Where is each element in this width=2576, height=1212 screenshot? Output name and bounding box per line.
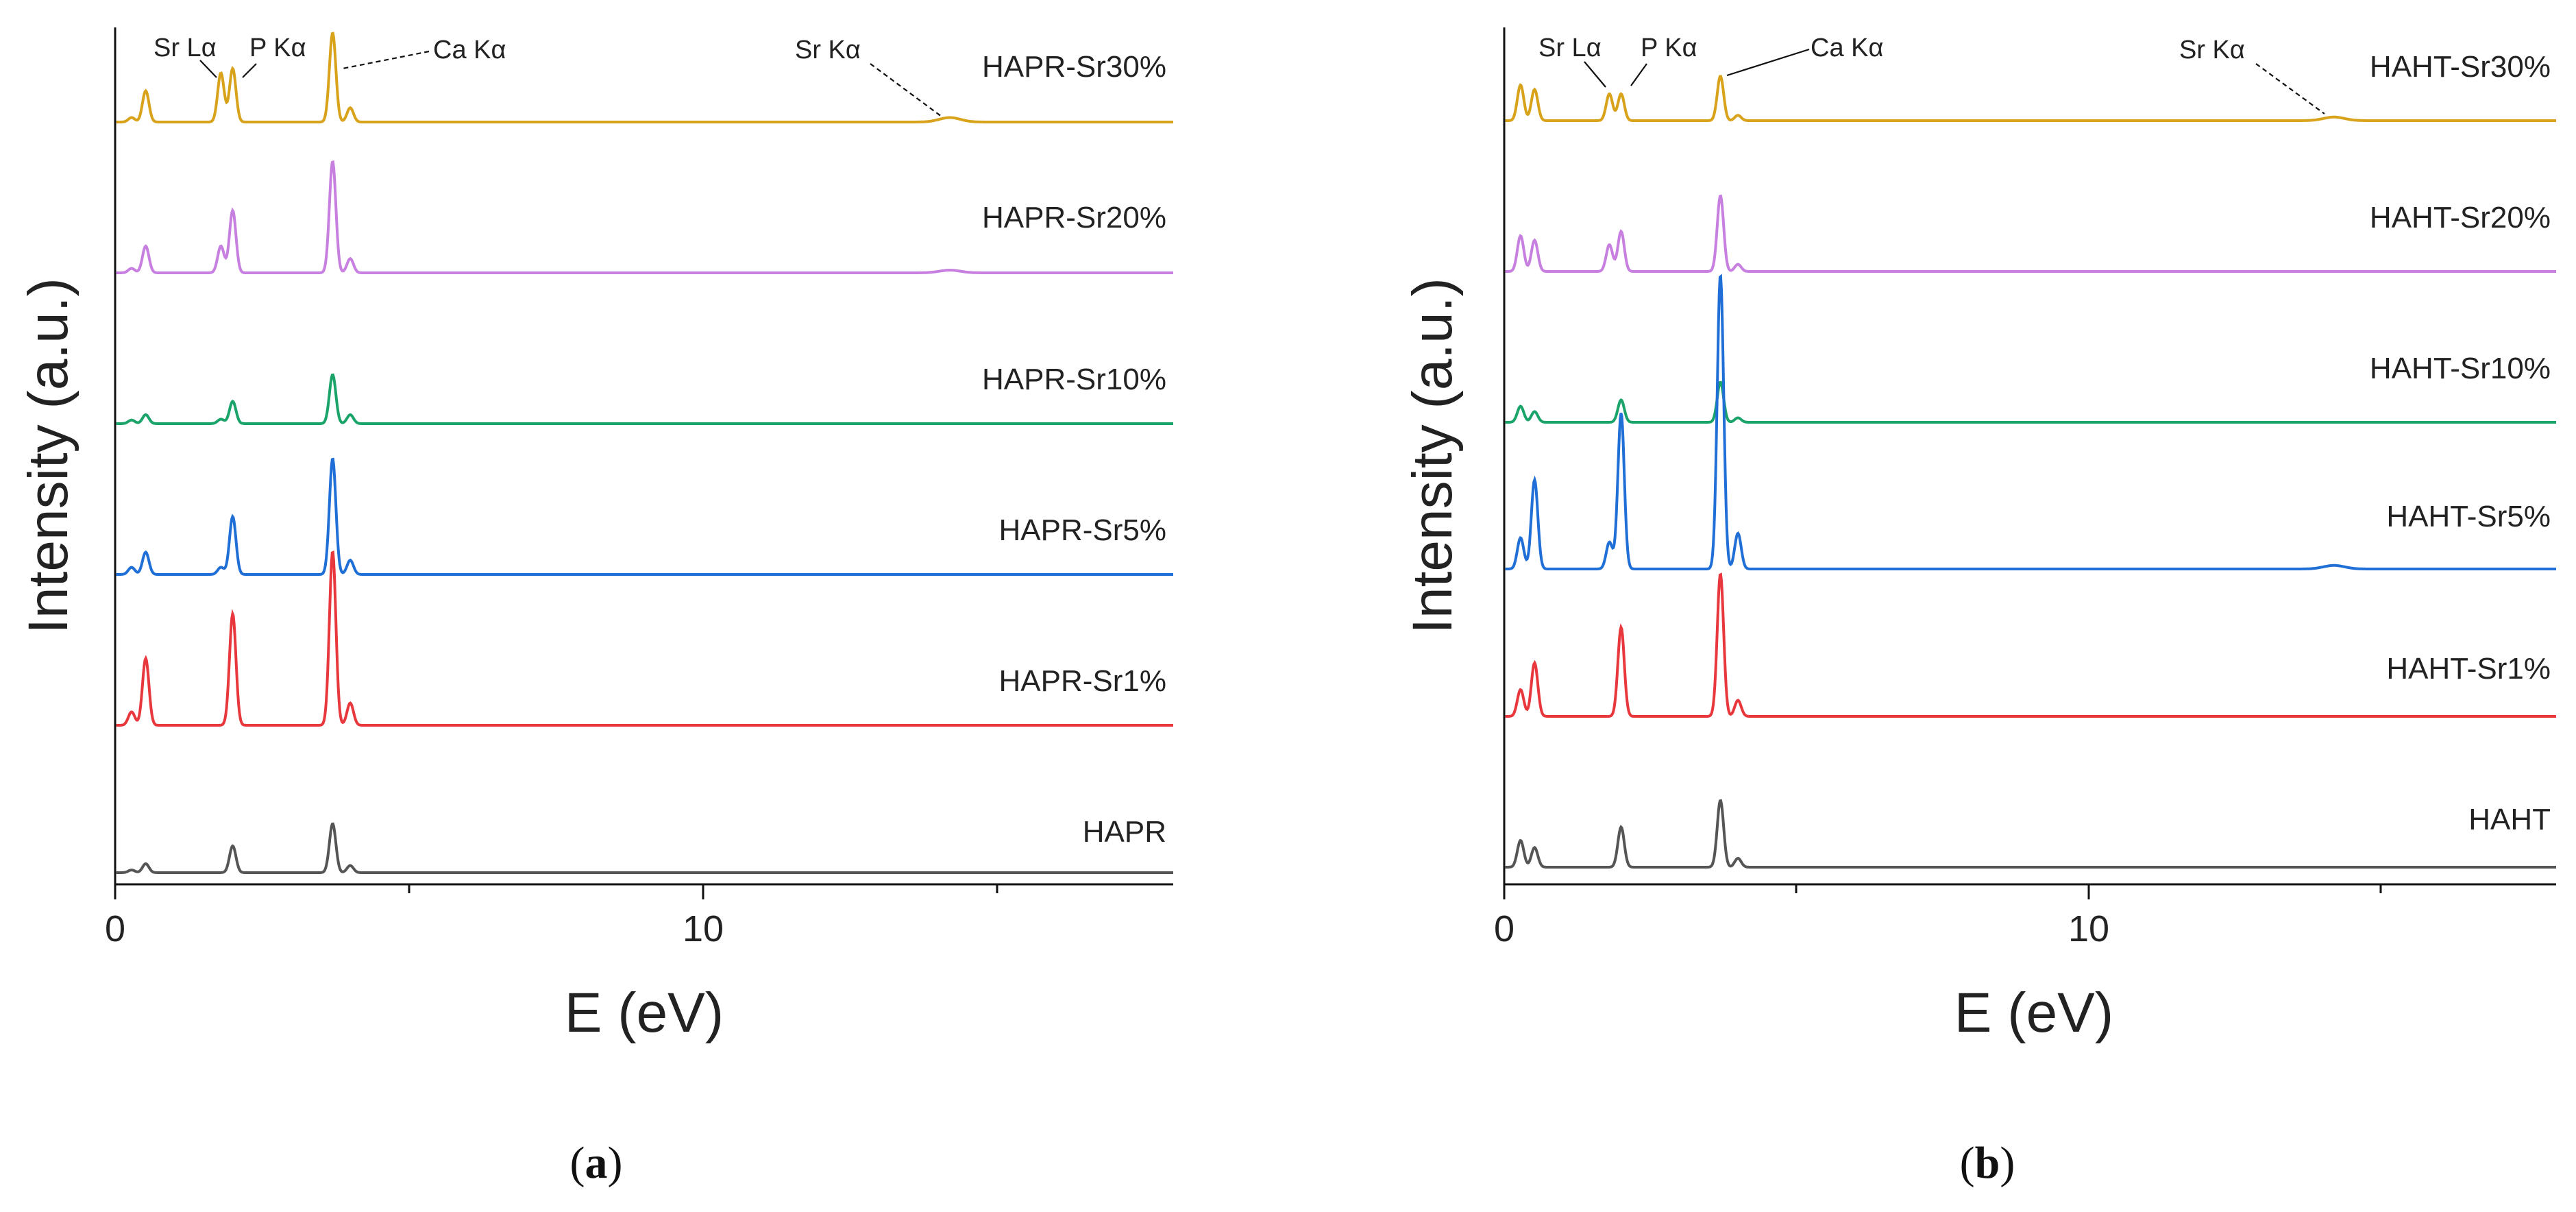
panel-b-arrow-sr-la [1584, 61, 1606, 88]
panel-b: 0 10 E (eV) Intensity (a.u.) HAHT-Sr30% … [1401, 27, 2556, 1188]
panel-b-arrow-p-ka [1630, 63, 1647, 86]
panel-a-arrow-sr-la [199, 60, 217, 78]
panel-a-series-line-hapr-sr20 [116, 160, 1173, 274]
panel-b-series-line-haht-sr20 [1505, 194, 2556, 273]
panel-a-y-axis-label: Intensity (a.u.) [17, 278, 79, 634]
panel-b-series-line-haht-sr5 [1505, 274, 2556, 570]
panel-a-series-label-hapr-sr5: HAPR-Sr5% [999, 513, 1167, 547]
panel-a-peak-label-sr-la: Sr Lα [154, 34, 217, 62]
panel-b-series-line-haht-sr30 [1505, 75, 2556, 122]
panel-b-series-label-haht-sr20: HAHT-Sr20% [2370, 201, 2551, 234]
panel-a-series-line-hapr [116, 822, 1173, 874]
panel-a-arrow-p-ka [242, 63, 257, 78]
panel-b-label: (b) [1960, 1138, 2015, 1188]
panel-b-series-line-haht-sr10 [1505, 380, 2556, 424]
panel-a-series-label-hapr-sr20: HAPR-Sr20% [982, 201, 1166, 234]
panel-a-series-line-hapr-sr10 [116, 373, 1173, 425]
panel-b-peak-label-sr-ka: Sr Kα [2179, 36, 2245, 64]
panel-b-tick-label-10: 10 [2068, 908, 2109, 949]
panel-b-y-axis-label: Intensity (a.u.) [1401, 278, 1464, 634]
panel-b-arrow-sr-ka [2255, 63, 2325, 114]
panel-a-label: (a) [570, 1138, 623, 1188]
panel-a-tick-label-10: 10 [683, 908, 724, 949]
panel-a-tick-label-0: 0 [105, 908, 125, 949]
panel-a-series-label-hapr-sr1: HAPR-Sr1% [999, 664, 1167, 698]
panel-b-tick-label-0: 0 [1494, 908, 1514, 949]
panel-b-series-line-haht-sr1 [1505, 572, 2556, 718]
panel-a-series-line-hapr-sr1 [116, 550, 1173, 727]
panel-b-series-label-haht-sr5: HAHT-Sr5% [2386, 500, 2551, 533]
panel-a-peak-label-sr-ka: Sr Kα [795, 36, 861, 64]
panel-a-series-line-hapr-sr5 [116, 457, 1173, 576]
panel-a-peak-label-ca-ka: Ca Kα [433, 36, 506, 64]
panel-b-series-line-haht [1505, 799, 2556, 869]
panel-a-series-label-hapr-sr30: HAPR-Sr30% [982, 50, 1166, 84]
panel-a-peak-label-p-ka: P Kα [249, 34, 306, 62]
panel-a-series-label-hapr-sr10: HAPR-Sr10% [982, 363, 1166, 396]
panel-a-arrow-ca-ka [342, 50, 430, 70]
panel-a-series-line-hapr-sr30 [116, 32, 1173, 123]
panel-a-x-axis-label: E (eV) [565, 982, 724, 1044]
panel-a-series-label-hapr: HAPR [1083, 815, 1166, 849]
panel-a-arrow-sr-ka [870, 63, 942, 117]
panel-b-x-axis-label: E (eV) [1954, 982, 2113, 1044]
panel-b-series-label-haht: HAHT [2468, 803, 2551, 836]
panel-a: 0 10 E (eV) Intensity (a.u.) HAPR-Sr30% … [17, 27, 1173, 1188]
panel-b-series-label-haht-sr30: HAHT-Sr30% [2370, 50, 2551, 84]
panel-b-arrow-ca-ka [1726, 48, 1810, 77]
panel-b-peak-label-p-ka: P Kα [1641, 34, 1697, 62]
panel-b-peak-label-ca-ka: Ca Kα [1811, 34, 1883, 62]
panel-b-peak-label-sr-la: Sr Lα [1538, 34, 1602, 62]
panel-b-series-label-haht-sr10: HAHT-Sr10% [2370, 352, 2551, 385]
panel-b-series-label-haht-sr1: HAHT-Sr1% [2386, 652, 2551, 686]
